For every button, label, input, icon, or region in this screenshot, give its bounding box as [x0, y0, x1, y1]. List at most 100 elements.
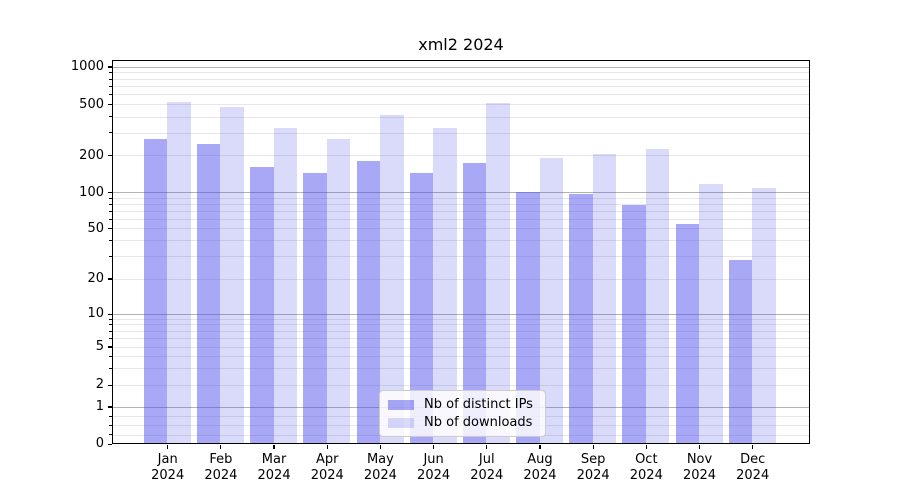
bar-downloads-nov	[699, 183, 723, 443]
x-tick-mark	[592, 444, 594, 449]
x-tick-mark	[379, 444, 381, 449]
x-tick-mark	[486, 444, 488, 449]
legend-swatch-distinct-ips	[388, 399, 414, 410]
bar-downloads-jan	[167, 102, 191, 443]
minor-gridline	[113, 94, 809, 96]
y-tick-label: 500	[79, 96, 104, 112]
minor-gridline	[113, 318, 809, 320]
x-tick-label: Sep 2024	[576, 451, 610, 483]
y-tick-label: 100	[79, 184, 104, 200]
minor-gridline	[113, 346, 809, 348]
bar-downloads-mar	[273, 127, 298, 443]
y-minor-tick-mark	[109, 132, 112, 134]
y-minor-tick-mark	[109, 78, 112, 80]
x-tick-label: Oct 2024	[629, 451, 663, 483]
minor-gridline	[113, 330, 809, 332]
y-tick-label: 2	[95, 377, 104, 393]
x-tick-label: Jan 2024	[151, 451, 185, 483]
y-minor-tick-mark	[109, 278, 112, 280]
x-tick-mark	[645, 444, 647, 449]
chart-title: xml2 2024	[418, 35, 504, 54]
bar-distinct-ips-aug	[516, 191, 540, 443]
y-minor-tick-mark	[109, 425, 112, 427]
minor-gridline	[113, 72, 809, 74]
minor-gridline	[113, 116, 809, 118]
y-tick-label: 0	[95, 436, 104, 452]
plot-area	[112, 60, 810, 444]
bar-distinct-ips-jan	[143, 138, 168, 443]
x-tick-label: May 2024	[363, 451, 397, 483]
y-minor-tick-mark	[109, 367, 112, 369]
y-minor-tick-mark	[109, 324, 112, 326]
x-tick-mark	[167, 444, 169, 449]
bar-downloads-may	[380, 115, 404, 443]
y-minor-tick-mark	[109, 434, 112, 436]
y-tick-label: 1000	[70, 59, 104, 74]
bar-downloads-apr	[326, 138, 351, 443]
minor-gridline	[113, 384, 809, 386]
minor-gridline	[113, 240, 809, 242]
x-tick-mark	[220, 444, 222, 449]
y-minor-tick-mark	[109, 72, 112, 74]
y-minor-tick-mark	[109, 240, 112, 242]
y-tick-label: 20	[87, 271, 104, 286]
legend-entry-distinct-ips: Nb of distinct IPs	[388, 397, 537, 412]
y-tick-label: 5	[95, 339, 104, 354]
bar-downloads-jun	[433, 127, 457, 443]
y-minor-tick-mark	[109, 415, 112, 417]
major-gridline	[113, 313, 809, 315]
legend-label-downloads: Nb of downloads	[424, 415, 533, 430]
bar-distinct-ips-jun	[409, 172, 434, 443]
x-tick-mark	[698, 444, 701, 449]
minor-gridline	[113, 324, 809, 326]
minor-gridline	[113, 218, 809, 220]
bar-distinct-ips-nov	[675, 224, 700, 443]
bar-distinct-ips-apr	[303, 172, 327, 443]
x-tick-mark	[539, 444, 541, 449]
y-tick-mark	[107, 443, 112, 445]
bar-distinct-ips-mar	[250, 167, 274, 443]
minor-gridline	[113, 367, 809, 369]
y-tick-label: 1	[95, 399, 104, 414]
y-minor-tick-mark	[109, 218, 112, 220]
bar-distinct-ips-oct	[622, 205, 646, 443]
minor-gridline	[113, 132, 809, 134]
bar-distinct-ips-may	[356, 161, 381, 443]
y-minor-tick-mark	[109, 155, 112, 156]
legend-label-distinct-ips: Nb of distinct IPs	[424, 397, 533, 412]
x-tick-mark	[273, 444, 275, 449]
bar-distinct-ips-dec	[728, 260, 753, 443]
bar-distinct-ips-feb	[196, 144, 221, 443]
bar-downloads-aug	[539, 158, 564, 443]
y-minor-tick-mark	[109, 197, 112, 199]
y-minor-tick-mark	[109, 384, 112, 386]
y-minor-tick-mark	[109, 346, 112, 348]
y-minor-tick-mark	[109, 355, 112, 357]
y-minor-tick-mark	[109, 94, 112, 96]
x-tick-label: Aug 2024	[523, 451, 557, 483]
y-minor-tick-mark	[109, 203, 112, 205]
minor-gridline	[113, 203, 809, 205]
x-tick-label: Feb 2024	[204, 451, 238, 483]
bar-downloads-sep	[592, 154, 617, 443]
x-tick-label: Mar 2024	[257, 451, 291, 483]
y-minor-tick-mark	[109, 85, 112, 87]
y-tick-mark	[107, 313, 112, 315]
minor-gridline	[113, 278, 809, 280]
minor-gridline	[113, 104, 809, 106]
minor-gridline	[113, 197, 809, 199]
x-tick-mark	[433, 444, 435, 449]
x-tick-label: Jun 2024	[417, 451, 451, 483]
x-tick-label: Jul 2024	[470, 451, 504, 483]
x-tick-label: Nov 2024	[682, 451, 717, 483]
x-tick-mark	[326, 444, 328, 449]
y-minor-tick-mark	[109, 330, 112, 332]
minor-gridline	[113, 78, 809, 80]
y-tick-mark	[107, 66, 112, 68]
y-minor-tick-mark	[109, 116, 112, 118]
minor-gridline	[113, 210, 809, 212]
y-minor-tick-mark	[109, 318, 112, 320]
y-tick-mark	[107, 192, 112, 194]
x-tick-label: Dec 2024	[736, 451, 770, 483]
